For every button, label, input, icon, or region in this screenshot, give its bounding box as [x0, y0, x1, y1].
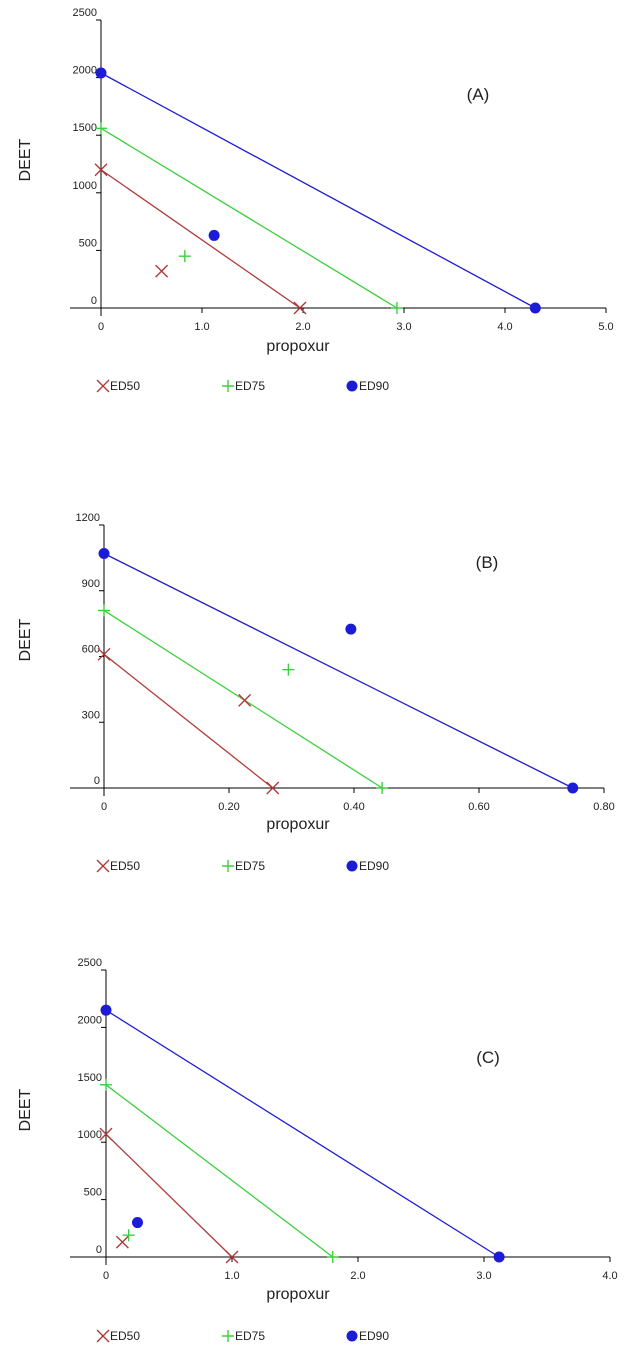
isobologram-endpoint-marker	[97, 647, 111, 661]
legend-marker-ed90	[346, 1330, 358, 1342]
data-point-ed75	[122, 1229, 135, 1242]
isobologram-line-ed90	[100, 72, 536, 309]
x-axis-label: propoxur	[266, 816, 330, 833]
isobologram-endpoint-marker	[390, 302, 403, 314]
data-point-ed75	[282, 663, 295, 676]
chart-panel: 0 0.20 0.40 0.60 0.80 0 300 600 900 1200 propoxur D…	[17, 512, 615, 873]
isobologram-endpoint-marker	[493, 1251, 505, 1263]
x-tick-label: 3.0	[396, 321, 411, 333]
y-tick-label: 500	[79, 237, 97, 249]
legend-marker-ed75	[222, 380, 234, 392]
x-tick-label: 4.0	[602, 1270, 617, 1282]
isobologram-endpoint-marker	[266, 781, 280, 795]
data-point-ed90	[345, 623, 357, 635]
isobologram-endpoint-marker	[225, 1250, 239, 1264]
isobologram-endpoint-marker	[326, 1251, 339, 1263]
legend-label: ED90	[359, 859, 389, 873]
data-point-ed50	[115, 1235, 129, 1249]
data-point-ed75	[178, 250, 191, 263]
isobologram-endpoint-marker	[95, 67, 107, 79]
isobologram-line-ed50	[105, 1133, 233, 1258]
x-tick-label: 5.0	[598, 321, 613, 333]
chart-panel: 0 1.0 2.0 3.0 4.0 0 500 1000 1500 2000 2500 propoxu…	[17, 957, 618, 1343]
x-tick-label: 0.60	[468, 801, 489, 813]
y-tick-label: 1000	[78, 1129, 102, 1141]
legend-marker-ed90	[346, 380, 358, 392]
isobologram-endpoint-marker	[99, 1127, 113, 1141]
isobologram-line-ed75	[100, 127, 398, 309]
y-tick-label: 2500	[78, 957, 102, 969]
x-tick-label: 0	[103, 1270, 109, 1282]
panel-label: (B)	[476, 553, 499, 572]
y-tick-label: 0	[91, 295, 97, 307]
y-tick-label: 1500	[73, 122, 97, 134]
y-tick-label: 500	[84, 1187, 102, 1199]
x-tick-label: 1.0	[194, 321, 209, 333]
isobologram-endpoint-marker	[529, 302, 541, 314]
data-point-ed50	[238, 693, 252, 707]
y-tick-label: 300	[82, 709, 100, 721]
isobologram-endpoint-marker	[100, 1004, 112, 1016]
x-tick-label: 1.0	[224, 1270, 239, 1282]
legend-label: ED75	[235, 379, 265, 393]
x-tick-label: 2.0	[350, 1270, 365, 1282]
isobologram-endpoint-marker	[95, 122, 107, 135]
legend-label: ED50	[110, 379, 140, 393]
legend-label: ED90	[359, 379, 389, 393]
y-axis-label: DEET	[17, 1088, 34, 1131]
isobologram-endpoint-marker	[567, 782, 579, 794]
legend-marker-ed50	[96, 1329, 110, 1343]
x-tick-label: 4.0	[497, 321, 512, 333]
isobologram-endpoint-marker	[100, 1078, 112, 1091]
y-tick-label: 2000	[78, 1014, 102, 1026]
y-tick-label: 2500	[73, 7, 97, 19]
legend-label: ED75	[235, 859, 265, 873]
legend-marker-ed50	[96, 859, 110, 873]
panel-label: (A)	[467, 85, 490, 104]
legend-label: ED50	[110, 859, 140, 873]
x-tick-label: 3.0	[476, 1270, 491, 1282]
x-tick-label: 0.40	[343, 801, 364, 813]
y-tick-label: 0	[94, 775, 100, 787]
isobologram-line-ed90	[103, 552, 574, 789]
y-tick-label: 2000	[73, 65, 97, 77]
x-tick-label: 0.80	[593, 801, 614, 813]
legend-marker-ed90	[346, 860, 358, 872]
isobologram-endpoint-marker	[98, 547, 110, 559]
isobologram-endpoint-marker	[94, 163, 108, 177]
legend-label: ED75	[235, 1329, 265, 1343]
legend-label: ED50	[110, 1329, 140, 1343]
isobologram-line-ed75	[105, 1084, 334, 1258]
isobologram-line-ed50	[103, 653, 274, 789]
x-axis-label: propoxur	[266, 338, 330, 355]
isobologram-endpoint-marker	[98, 604, 110, 617]
isobologram-line-ed50	[100, 169, 301, 309]
y-axis-label: DEET	[17, 618, 34, 661]
chart-panel: 0 1.0 2.0 3.0 4.0 5.0 0 500 1000 1500 2000 2500 prop…	[17, 7, 614, 393]
x-tick-label: 0	[98, 321, 104, 333]
y-tick-label: 0	[96, 1244, 102, 1256]
x-tick-label: 2.0	[295, 321, 310, 333]
y-tick-label: 600	[82, 644, 100, 656]
x-tick-label: 0.20	[218, 801, 239, 813]
legend-marker-ed50	[96, 379, 110, 393]
y-tick-label: 1200	[76, 512, 100, 524]
y-axis-label: DEET	[17, 138, 34, 181]
data-point-ed90	[132, 1217, 143, 1229]
panel-label: (C)	[476, 1048, 500, 1067]
legend-marker-ed75	[222, 1330, 234, 1342]
isobologram-endpoint-marker	[376, 782, 389, 794]
isobologram-line-ed90	[105, 1009, 500, 1258]
isobologram-endpoint-marker	[293, 301, 307, 315]
data-point-ed90	[208, 229, 220, 241]
y-tick-label: 900	[82, 578, 100, 590]
data-point-ed50	[155, 264, 169, 278]
y-tick-label: 1000	[73, 180, 97, 192]
legend-marker-ed75	[222, 860, 234, 872]
x-axis-label: propoxur	[266, 1286, 330, 1303]
legend-label: ED90	[359, 1329, 389, 1343]
y-tick-label: 1500	[78, 1072, 102, 1084]
x-tick-label: 0	[101, 801, 107, 813]
